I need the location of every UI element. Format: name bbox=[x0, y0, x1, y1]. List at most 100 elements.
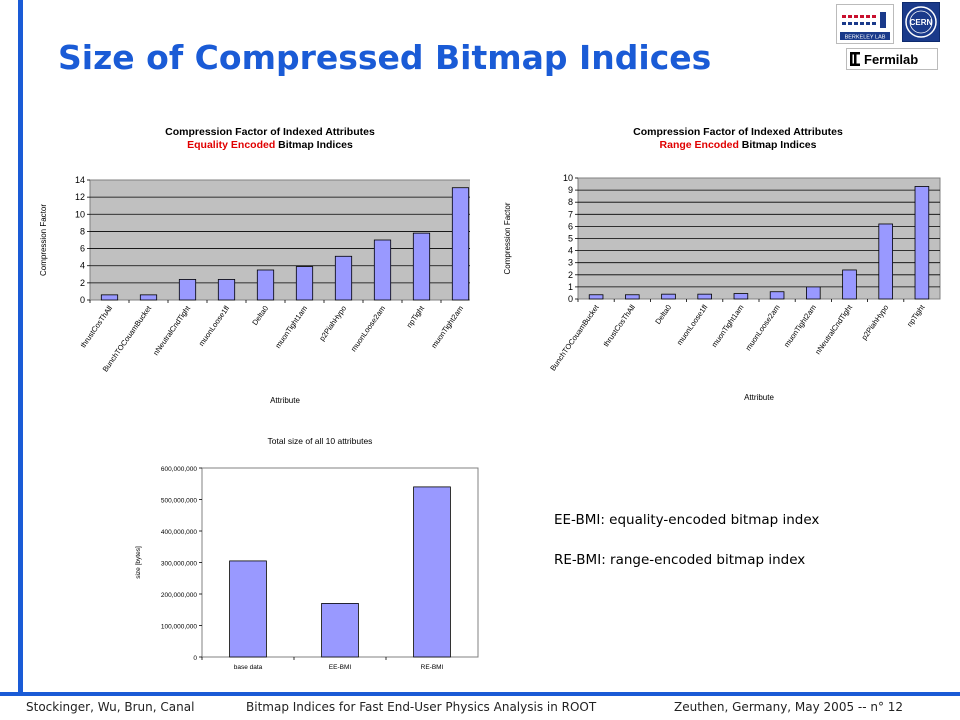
range-encoded-compression-chart: Compression Factor of Indexed Attributes… bbox=[503, 126, 941, 402]
x-tick-label: thrustCosThAll bbox=[601, 303, 637, 349]
y-tick-label: 3 bbox=[568, 258, 573, 268]
bar bbox=[217, 279, 236, 301]
y-tick-label: 12 bbox=[75, 192, 85, 202]
svg-text:CERN: CERN bbox=[910, 18, 933, 27]
footer-talk-title: Bitmap Indices for Fast End-User Physics… bbox=[246, 700, 597, 714]
svg-text:Fermilab: Fermilab bbox=[864, 52, 918, 67]
total-size-chart: Total size of all 10 attributes 0 100,000,… bbox=[135, 436, 479, 671]
chart-subtitle: Range Encoded Bitmap Indices bbox=[660, 139, 817, 151]
fermilab-logo: Fermilab bbox=[846, 48, 938, 70]
y-tick-label: 400,000,000 bbox=[161, 529, 198, 536]
x-tick-label: thrustCosThAll bbox=[79, 304, 115, 350]
svg-text:BERKELEY LAB: BERKELEY LAB bbox=[845, 35, 886, 41]
bar bbox=[139, 294, 158, 301]
y-tick-label: 9 bbox=[568, 185, 573, 195]
y-axis-label: size [bytes] bbox=[135, 546, 142, 579]
bar bbox=[321, 603, 359, 658]
x-tick-label: muonLoose2am bbox=[349, 304, 387, 353]
y-tick-label: 14 bbox=[75, 175, 85, 185]
y-tick-label: 200,000,000 bbox=[161, 592, 198, 599]
bar bbox=[256, 269, 275, 301]
bottom-accent-bar bbox=[0, 692, 960, 696]
bar bbox=[334, 255, 353, 301]
bar bbox=[697, 293, 712, 300]
y-tick-label: 300,000,000 bbox=[161, 561, 198, 568]
x-tick-label: muonTight1am bbox=[710, 303, 746, 349]
y-tick-label: 100,000,000 bbox=[161, 624, 198, 631]
y-tick-label: 4 bbox=[80, 261, 85, 271]
bar bbox=[413, 486, 451, 658]
berkeley-lab-logo: BERKELEY LAB bbox=[836, 4, 894, 44]
x-tick-label: EE-BMI bbox=[329, 664, 352, 671]
bar bbox=[373, 239, 392, 301]
y-tick-label: 600,000,000 bbox=[161, 466, 198, 473]
y-tick-label: 5 bbox=[568, 234, 573, 244]
bar bbox=[178, 279, 197, 301]
bar bbox=[229, 560, 267, 658]
bar bbox=[878, 223, 893, 300]
x-tick-label: BunchTOCouamBucket bbox=[548, 302, 601, 372]
note-re-bmi: RE-BMI: range-encoded bitmap index bbox=[554, 552, 806, 568]
y-tick-label: 2 bbox=[80, 278, 85, 288]
bar bbox=[412, 232, 431, 301]
y-tick-label: 7 bbox=[568, 209, 573, 219]
x-axis-label: Attribute bbox=[744, 393, 774, 402]
left-accent-bar bbox=[18, 0, 23, 694]
note-ee-bmi: EE-BMI: equality-encoded bitmap index bbox=[554, 512, 820, 528]
footer-venue-page: Zeuthen, Germany, May 2005 -- n° 12 bbox=[674, 700, 904, 714]
plot-area bbox=[89, 179, 470, 301]
bar bbox=[806, 286, 821, 300]
y-tick-label: 10 bbox=[563, 173, 573, 183]
equality-encoded-compression-chart: Compression Factor of Indexed Attributes… bbox=[39, 126, 470, 405]
bar bbox=[100, 294, 119, 301]
bar bbox=[625, 294, 640, 300]
chart-subtitle-rest: Bitmap Indices bbox=[275, 139, 353, 151]
x-axis-label: Attribute bbox=[270, 396, 300, 405]
x-tick-label: Delta0 bbox=[653, 303, 673, 326]
y-tick-label: 2 bbox=[568, 270, 573, 280]
x-tick-label: muonTight2am bbox=[429, 304, 465, 350]
slide-title: Size of Compressed Bitmap Indices bbox=[58, 38, 712, 77]
y-tick-label: 10 bbox=[75, 209, 85, 219]
x-tick-label: base data bbox=[234, 664, 263, 671]
bar bbox=[451, 187, 470, 301]
x-tick-label: muonTight2am bbox=[782, 303, 818, 349]
chart-subtitle: Equality Encoded Bitmap Indices bbox=[187, 139, 353, 151]
bar bbox=[914, 186, 930, 300]
y-tick-label: 6 bbox=[80, 244, 85, 254]
x-tick-label: Delta0 bbox=[250, 304, 270, 327]
bar bbox=[733, 293, 749, 300]
y-tick-label: 0 bbox=[193, 655, 197, 662]
x-tick-label: muonTight1am bbox=[273, 304, 309, 350]
x-tick-label: npTight bbox=[905, 302, 927, 328]
x-tick-label: p2PiahHypo bbox=[860, 303, 891, 342]
bar bbox=[769, 291, 785, 300]
x-tick-label: nNeutralCndTight bbox=[151, 303, 192, 357]
y-tick-label: 1 bbox=[568, 282, 573, 292]
cern-logo: CERN bbox=[902, 2, 940, 42]
x-tick-label: npTight bbox=[405, 303, 427, 329]
chart-title: Compression Factor of Indexed Attributes bbox=[633, 126, 843, 138]
x-tick-label: muonLoose1fl bbox=[675, 303, 710, 347]
x-tick-label: muonLoose1fl bbox=[197, 304, 232, 348]
y-tick-label: 8 bbox=[80, 226, 85, 236]
y-tick-label: 4 bbox=[568, 246, 573, 256]
y-tick-label: 6 bbox=[568, 221, 573, 231]
y-axis-label: Compression Factor bbox=[39, 204, 48, 276]
x-tick-label: muonLoose2am bbox=[744, 303, 782, 352]
y-tick-label: 500,000,000 bbox=[161, 498, 198, 505]
y-tick-label: 0 bbox=[568, 294, 573, 304]
chart-title: Compression Factor of Indexed Attributes bbox=[165, 126, 375, 138]
x-tick-label: RE-BMI bbox=[421, 664, 444, 671]
y-tick-label: 8 bbox=[568, 197, 573, 207]
bar bbox=[588, 294, 604, 300]
y-tick-label: 0 bbox=[80, 295, 85, 305]
y-axis-label: Compression Factor bbox=[503, 202, 512, 274]
chart-subtitle-encoding: Range Encoded bbox=[660, 139, 739, 151]
chart-subtitle-encoding: Equality Encoded bbox=[187, 139, 275, 151]
bar bbox=[661, 293, 676, 300]
footer-authors: Stockinger, Wu, Brun, Canal bbox=[26, 700, 195, 714]
x-tick-label: p2PiahHypo bbox=[317, 304, 348, 343]
x-tick-label: nNeutralCndTight bbox=[813, 302, 854, 356]
chart-title: Total size of all 10 attributes bbox=[268, 436, 373, 446]
